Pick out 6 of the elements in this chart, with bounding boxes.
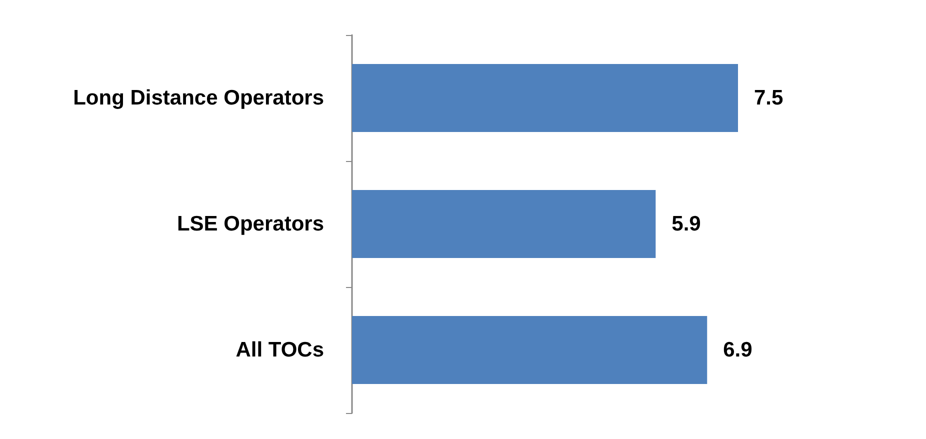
data-label: 5.9 [672,212,701,236]
y-tick-label: All TOCs [236,338,324,362]
data-label: 6.9 [723,338,752,362]
data-label: 7.5 [754,86,784,110]
y-tick-label: LSE Operators [176,212,324,236]
y-tick-label: Long Distance Operators [73,86,324,110]
